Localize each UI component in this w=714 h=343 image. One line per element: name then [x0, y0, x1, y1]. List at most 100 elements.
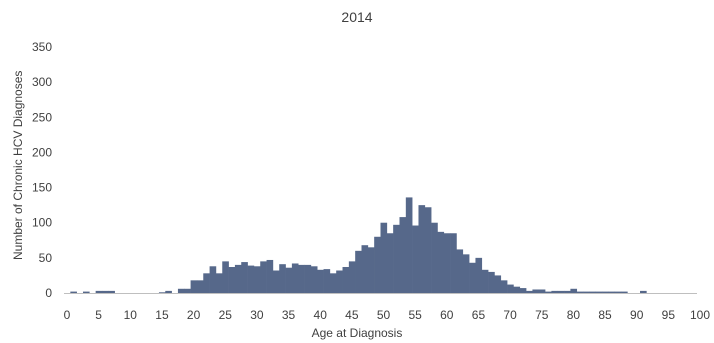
y-tick-group: 0 50 100 150 200 250 300 350 — [32, 40, 52, 300]
x-tick-label: 65 — [472, 308, 486, 322]
histogram-bar — [545, 291, 552, 293]
histogram-bar — [317, 269, 324, 293]
histogram-bar — [564, 290, 571, 293]
histogram-bar — [228, 266, 236, 293]
histogram-bar — [260, 261, 267, 293]
y-tick-label: 250 — [32, 110, 52, 124]
histogram-bar — [526, 290, 533, 293]
histogram-bar — [412, 225, 419, 293]
x-tick-label: 5 — [95, 308, 102, 322]
histogram-bar — [209, 266, 217, 293]
histogram-bar — [374, 236, 381, 293]
x-tick-label: 55 — [408, 308, 422, 322]
x-tick-label: 60 — [440, 308, 454, 322]
histogram-bar — [538, 289, 546, 293]
histogram-bar — [177, 288, 185, 293]
histogram-bar — [190, 280, 198, 293]
histogram-bar — [450, 233, 457, 293]
histogram-bar — [323, 269, 331, 293]
histogram-bar — [614, 291, 622, 293]
histogram-bar — [108, 290, 115, 293]
histogram-bar — [519, 288, 527, 293]
y-tick-label: 300 — [32, 75, 52, 89]
histogram-bar — [298, 264, 305, 293]
histogram-bar — [266, 259, 274, 293]
y-tick-label: 200 — [32, 145, 52, 159]
x-tick-label: 50 — [377, 308, 391, 322]
histogram-bar — [291, 263, 299, 293]
histogram-bar — [285, 267, 293, 293]
histogram-bar — [583, 291, 590, 293]
histogram-bar — [431, 222, 438, 293]
histogram-bar — [222, 261, 229, 293]
histogram-bar — [234, 264, 242, 293]
histogram-bar — [456, 249, 464, 293]
histogram-bar — [304, 264, 312, 293]
histogram-bar — [570, 288, 578, 293]
x-tick-label: 80 — [567, 308, 581, 322]
histogram-bar — [367, 247, 375, 293]
histogram-bar — [329, 273, 337, 293]
histogram-bar — [462, 254, 470, 293]
histogram-bar — [437, 231, 445, 293]
histogram-bar — [247, 265, 255, 293]
x-tick-label: 30 — [250, 308, 264, 322]
x-tick-label: 0 — [64, 308, 71, 322]
x-tick-label: 100 — [690, 308, 710, 322]
histogram-bar — [158, 292, 166, 293]
histogram-bar — [418, 205, 426, 293]
histogram-bar — [355, 250, 362, 293]
histogram-bar — [82, 291, 90, 293]
x-tick-label: 45 — [345, 308, 359, 322]
histogram-bar — [602, 291, 609, 293]
histogram-bar — [196, 280, 204, 293]
histogram-bar — [342, 266, 350, 293]
histogram-bar — [361, 245, 369, 293]
histogram-bar — [589, 291, 597, 293]
x-tick-label: 20 — [187, 308, 201, 322]
histogram-bar — [184, 288, 191, 293]
x-tick-label: 90 — [630, 308, 644, 322]
histogram-bar — [513, 286, 521, 293]
histogram-bar — [95, 290, 103, 293]
histogram-bar — [475, 257, 483, 293]
histogram-bar — [101, 290, 109, 293]
x-tick-label: 40 — [314, 308, 328, 322]
histogram-bar — [348, 261, 356, 293]
histogram-bar — [386, 233, 394, 293]
x-tick-label: 35 — [282, 308, 296, 322]
chart-title: 2014 — [341, 9, 373, 25]
x-tick-group: 0 5 10 15 20 25 30 35 40 45 50 55 60 65 70 75 80 85 90 95 10… — [64, 308, 711, 322]
y-tick-label: 100 — [32, 216, 52, 230]
histogram-bar — [253, 266, 261, 293]
histogram-bar — [532, 289, 540, 293]
histogram-bar — [310, 266, 318, 293]
histogram-bar — [469, 262, 476, 293]
y-tick-label: 150 — [32, 181, 52, 195]
histogram-bar — [241, 262, 248, 293]
x-tick-label: 75 — [535, 308, 549, 322]
x-tick-label: 95 — [662, 308, 676, 322]
histogram-bar — [424, 207, 432, 293]
histogram-bar — [399, 217, 407, 293]
histogram-bar — [405, 197, 413, 293]
histogram-bar — [557, 290, 565, 293]
histogram-bar — [608, 291, 616, 293]
histogram-bar — [551, 290, 559, 293]
histogram-bar — [279, 264, 286, 293]
y-tick-label: 350 — [32, 40, 52, 54]
histogram-bar — [70, 291, 77, 293]
bar-group — [70, 197, 647, 293]
histogram-bar — [488, 271, 495, 293]
histogram-bar — [500, 280, 508, 293]
histogram-bar — [621, 291, 628, 293]
histogram-bar — [494, 275, 502, 293]
x-tick-label: 70 — [503, 308, 517, 322]
histogram-bar — [336, 270, 343, 293]
histogram-bar — [215, 273, 223, 293]
histogram-bar — [595, 291, 603, 293]
x-tick-label: 85 — [598, 308, 612, 322]
histogram-bar — [165, 290, 172, 293]
histogram-bar — [272, 270, 280, 293]
